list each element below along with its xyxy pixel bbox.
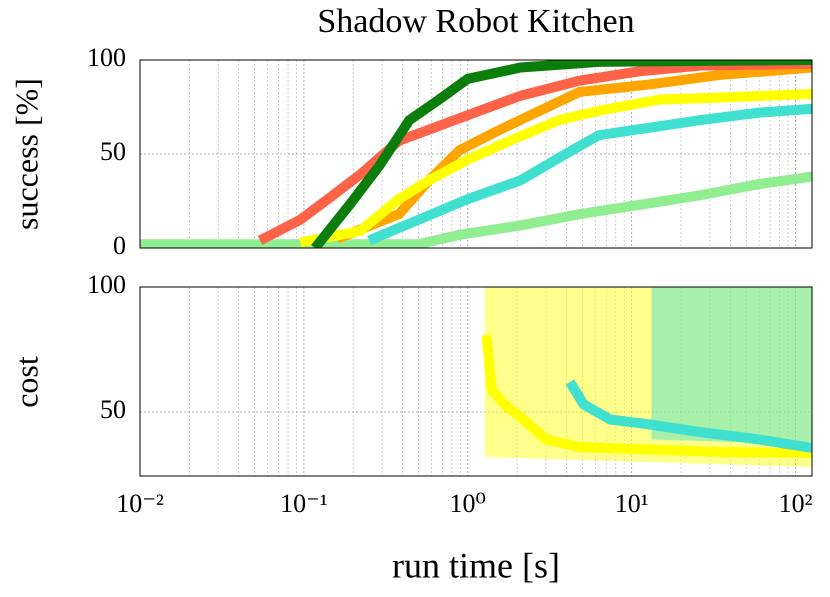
x-axis-label: run time [s] bbox=[392, 545, 560, 585]
y-tick-label: 0 bbox=[113, 231, 126, 260]
series-line bbox=[299, 88, 812, 248]
y-tick-label: 100 bbox=[87, 43, 126, 72]
series-line bbox=[311, 60, 812, 248]
x-tick-label: 10⁻¹ bbox=[280, 489, 328, 518]
chart-title: Shadow Robot Kitchen bbox=[317, 3, 634, 40]
y-tick-label: 100 bbox=[87, 270, 126, 299]
y-axis-label: cost bbox=[8, 356, 44, 408]
y-axis-label: success [%] bbox=[8, 78, 44, 230]
y-tick-label: 50 bbox=[100, 395, 126, 424]
x-tick-label: 10² bbox=[779, 489, 813, 518]
series-line bbox=[140, 171, 812, 248]
range-band bbox=[651, 287, 812, 445]
series-line bbox=[565, 379, 812, 453]
y-tick-label: 50 bbox=[100, 137, 126, 166]
series-line bbox=[257, 60, 812, 245]
plot-area bbox=[140, 60, 812, 248]
axes-frame bbox=[139, 59, 813, 249]
series-line bbox=[335, 62, 812, 244]
series-line bbox=[367, 103, 812, 246]
series-line bbox=[481, 334, 812, 458]
x-tick-label: 10⁰ bbox=[450, 489, 486, 518]
x-tick-label: 10¹ bbox=[615, 489, 649, 518]
range-band bbox=[484, 287, 812, 467]
axes-frame bbox=[139, 286, 813, 477]
plot-area bbox=[481, 287, 812, 467]
x-tick-label: 10⁻² bbox=[116, 489, 164, 518]
